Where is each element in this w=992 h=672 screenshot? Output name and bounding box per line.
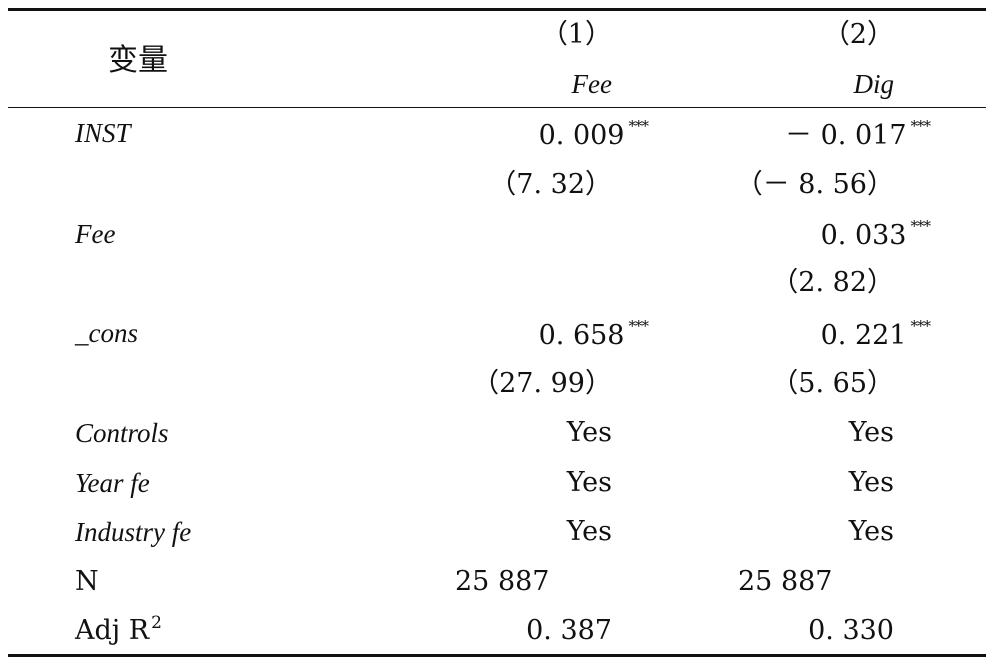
inst-col2: － 0. 017 *** bbox=[785, 117, 931, 156]
cons-col2: 0. 221 *** bbox=[820, 317, 931, 356]
year-fe-col1: Yes bbox=[566, 467, 612, 498]
adj-r2-superscript: 2 bbox=[151, 613, 162, 633]
inst-col1-stars: *** bbox=[628, 117, 649, 135]
cons-col1-value: 0. 658 bbox=[538, 320, 625, 351]
row-label-cons: _cons bbox=[75, 318, 138, 348]
header-col2-name: Dig bbox=[853, 69, 895, 99]
row-label-year-fe: Year fe bbox=[75, 468, 150, 498]
table-bottom-rule bbox=[8, 654, 986, 657]
cons-col2-value: 0. 221 bbox=[820, 320, 907, 351]
row-label-inst: INST bbox=[75, 118, 131, 148]
fee-col2-tstat: （2. 82） bbox=[771, 267, 894, 298]
fee-col2-value: 0. 033 bbox=[820, 220, 907, 251]
adj-r2-label-text: Adj R bbox=[75, 615, 150, 646]
cons-col2-tstat: （5. 65） bbox=[771, 368, 894, 399]
inst-col2-tstat: （－ 8. 56） bbox=[735, 169, 894, 200]
row-label-n: N bbox=[75, 566, 99, 597]
industry-fe-col2: Yes bbox=[848, 516, 894, 547]
controls-col2: Yes bbox=[848, 417, 894, 448]
adj-r2-col2: 0. 330 bbox=[808, 615, 894, 646]
adj-r2-col1: 0. 387 bbox=[526, 615, 612, 646]
industry-fe-col1: Yes bbox=[566, 516, 612, 547]
fee-col2-stars: *** bbox=[910, 217, 931, 235]
inst-col1: 0. 009 *** bbox=[538, 117, 649, 156]
row-label-controls: Controls bbox=[75, 418, 169, 448]
header-col2-number: （2） bbox=[822, 19, 894, 50]
row-label-industry-fe: Industry fe bbox=[75, 517, 192, 547]
inst-col1-value: 0. 009 bbox=[538, 120, 625, 151]
cons-col2-stars: *** bbox=[910, 317, 931, 335]
header-variable: 变量 bbox=[108, 43, 168, 78]
row-label-fee: Fee bbox=[75, 219, 116, 249]
header-col1-number: （1） bbox=[540, 19, 612, 50]
inst-col1-tstat: （7. 32） bbox=[489, 169, 612, 200]
inst-col2-value: － 0. 017 bbox=[785, 120, 907, 151]
cons-col1-stars: *** bbox=[628, 317, 649, 335]
n-col1: 25 887 bbox=[455, 566, 550, 597]
cons-col1: 0. 658 *** bbox=[538, 317, 649, 356]
header-col1-name: Fee bbox=[571, 69, 612, 99]
controls-col1: Yes bbox=[566, 417, 612, 448]
inst-col2-stars: *** bbox=[910, 117, 931, 135]
n-col2: 25 887 bbox=[738, 566, 833, 597]
cons-col1-tstat: （27. 99） bbox=[472, 368, 612, 399]
table-header-rule bbox=[8, 107, 986, 108]
table-top-rule bbox=[8, 8, 986, 11]
fee-col2: 0. 033 *** bbox=[820, 217, 931, 256]
year-fe-col2: Yes bbox=[848, 467, 894, 498]
